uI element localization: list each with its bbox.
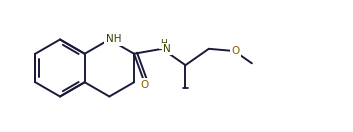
- Text: NH: NH: [106, 34, 121, 44]
- Text: O: O: [231, 46, 239, 56]
- Text: H: H: [160, 39, 167, 48]
- Text: N: N: [163, 44, 171, 54]
- Text: O: O: [140, 80, 149, 90]
